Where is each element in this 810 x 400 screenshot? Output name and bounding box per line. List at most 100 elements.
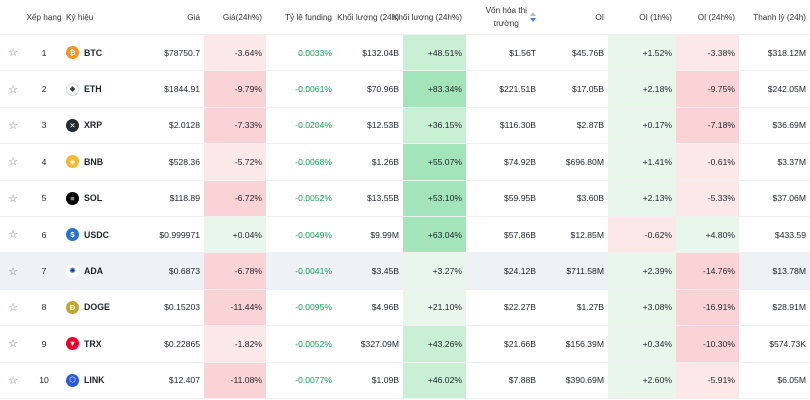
header-market-cap-line1: Vốn hóa thị: [485, 6, 527, 15]
symbol-cell[interactable]: ⬡ LINK: [66, 363, 134, 398]
open-interest-cell: $696.80M: [565, 156, 604, 167]
header-symbol[interactable]: Ký hiệu: [66, 12, 94, 22]
market-cap-cell: $59.95B: [503, 193, 536, 204]
table-row[interactable]: ☆ 2 ◆ ETH $1844.91 -9.79% -0.0061% $70.9…: [0, 71, 810, 108]
liquidation-cell: $574.73K: [769, 338, 806, 349]
favorite-star-icon[interactable]: ☆: [8, 229, 18, 242]
market-cap-cell: $221.51B: [499, 84, 536, 95]
table-row[interactable]: ☆ 6 $ USDC $0.999971 +0.04% -0.0049% $9.…: [0, 216, 810, 254]
price-cell: $118.89: [169, 193, 200, 204]
price-24h-cell: -11.08%: [204, 362, 266, 398]
table-row[interactable]: ☆ 5 ≡ SOL $118.89 -6.72% -0.0052% $13.55…: [0, 180, 810, 217]
symbol-cell[interactable]: $ USDC: [66, 217, 134, 252]
table-row[interactable]: ☆ 8 Ð DOGE $0.15203 -11.44% -0.0095% $4.…: [0, 289, 810, 327]
header-market-cap[interactable]: Vốn hóa thị trường: [466, 0, 540, 34]
oi-1h-cell: -0.62%: [608, 216, 676, 253]
oi-24h-cell: -7.18%: [676, 107, 739, 144]
oi-24h-cell: -5.91%: [676, 362, 739, 398]
price-24h-cell: -7.33%: [204, 107, 266, 144]
oi-1h-cell: +0.34%: [608, 326, 676, 362]
tron-icon: ▼: [66, 337, 79, 351]
table-row[interactable]: ☆ 1 ₿ BTC $78750.7 -3.64% 0.0033% $132.0…: [0, 35, 810, 72]
symbol-label: ADA: [84, 266, 104, 277]
favorite-star-icon[interactable]: ☆: [8, 83, 18, 96]
price-24h-cell: -11.44%: [204, 289, 266, 326]
price-24h-cell: -6.72%: [204, 180, 266, 216]
header-price[interactable]: Giá: [187, 12, 200, 22]
header-liquidation[interactable]: Thanh lý (24h): [753, 12, 806, 22]
volume-pct-cell: +48.51%: [403, 35, 466, 71]
symbol-cell[interactable]: ≡ SOL: [66, 181, 134, 216]
favorite-star-icon[interactable]: ☆: [8, 338, 18, 351]
market-cap-cell: $1.56T: [509, 47, 536, 58]
header-open-interest[interactable]: OI: [595, 12, 604, 22]
symbol-cell[interactable]: ✕ XRP: [66, 108, 134, 143]
price-cell: $0.999971: [159, 229, 200, 240]
volume-pct-cell: +53.10%: [403, 180, 466, 216]
volume-pct-cell: +55.07%: [403, 144, 466, 180]
price-24h-cell: +0.04%: [204, 216, 266, 253]
symbol-cell[interactable]: ₿ BTC: [66, 35, 134, 70]
funding-rate-cell: -0.0041%: [295, 266, 332, 277]
symbol-label: BNB: [84, 156, 104, 167]
favorite-star-icon[interactable]: ☆: [8, 374, 18, 387]
price-cell: $528.36: [168, 156, 200, 167]
price-cell: $1844.91: [164, 84, 200, 95]
table-header: Xếp hạng Ký hiệu Giá Giá(24h%) Tỷ lệ fun…: [0, 0, 810, 35]
symbol-cell[interactable]: ◆ ETH: [66, 71, 134, 106]
header-oi-24h[interactable]: OI (24h%): [697, 12, 735, 22]
table-row[interactable]: ☆ 3 ✕ XRP $2.0128 -7.33% -0.0204% $12.53…: [0, 107, 810, 145]
oi-24h-cell: -16.91%: [676, 289, 739, 326]
oi-1h-cell: +3.08%: [608, 289, 676, 326]
favorite-star-icon[interactable]: ☆: [8, 119, 18, 132]
liquidation-cell: $242.05M: [767, 84, 806, 95]
header-price-24h[interactable]: Giá(24h%): [222, 12, 262, 22]
funding-rate-cell: -0.0095%: [295, 302, 332, 313]
funding-rate-cell: -0.0077%: [295, 375, 332, 386]
symbol-cell[interactable]: ▼ TRX: [66, 326, 134, 361]
cardano-icon: ✺: [66, 264, 79, 278]
header-funding-rate[interactable]: Tỷ lệ funding: [285, 12, 332, 22]
oi-1h-cell: +1.41%: [608, 144, 676, 180]
price-cell: $78750.7: [164, 47, 200, 58]
favorite-star-icon[interactable]: ☆: [8, 156, 18, 169]
volume-cell: $1.26B: [371, 156, 399, 167]
volume-cell: $70.96B: [366, 84, 399, 95]
volume-cell: $3.45B: [371, 266, 399, 277]
favorite-star-icon[interactable]: ☆: [8, 192, 18, 205]
header-rank[interactable]: Xếp hạng: [26, 12, 62, 22]
volume-cell: $13.55B: [366, 193, 399, 204]
symbol-cell[interactable]: ◈ BNB: [66, 144, 134, 179]
table-row[interactable]: ☆ 4 ◈ BNB $528.36 -5.72% -0.0068% $1.26B…: [0, 144, 810, 181]
price-cell: $0.6873: [168, 266, 200, 277]
table-row[interactable]: ☆ 7 ✺ ADA $0.6873 -6.78% -0.0041% $3.45B…: [0, 253, 810, 290]
oi-1h-cell: +2.13%: [608, 180, 676, 216]
open-interest-cell: $711.58M: [566, 266, 604, 277]
liquidation-cell: $318.12M: [767, 47, 806, 58]
symbol-label: USDC: [84, 229, 109, 240]
sort-icon[interactable]: [530, 12, 536, 22]
table-row[interactable]: ☆ 9 ▼ TRX $0.22865 -1.82% -0.0052% $327.…: [0, 326, 810, 363]
header-volume-pct[interactable]: Khối lượng (24h%): [392, 12, 462, 22]
dogecoin-icon: Ð: [66, 300, 79, 314]
favorite-star-icon[interactable]: ☆: [8, 301, 18, 314]
symbol-cell[interactable]: ✺ ADA: [66, 253, 134, 288]
header-volume[interactable]: Khối lượng (24h): [337, 12, 399, 22]
header-oi-1h[interactable]: OI (1h%): [639, 12, 672, 22]
table-row[interactable]: ☆ 10 ⬡ LINK $12.407 -11.08% -0.0077% $1.…: [0, 362, 810, 399]
usdc-icon: $: [66, 228, 79, 242]
open-interest-cell: $3.60B: [576, 193, 604, 204]
price-cell: $0.22865: [164, 338, 200, 349]
oi-1h-cell: +1.52%: [608, 35, 676, 71]
price-cell: $12.407: [168, 375, 200, 386]
favorite-star-icon[interactable]: ☆: [8, 47, 18, 60]
symbol-label: BTC: [84, 47, 103, 58]
oi-24h-cell: -10.30%: [676, 326, 739, 362]
favorite-star-icon[interactable]: ☆: [8, 265, 18, 278]
price-24h-cell: -3.64%: [204, 35, 266, 71]
rank-cell: 1: [41, 47, 47, 58]
price-24h-cell: -6.78%: [204, 253, 266, 289]
symbol-cell[interactable]: Ð DOGE: [66, 290, 134, 325]
open-interest-cell: $45.76B: [571, 47, 604, 58]
liquidation-cell: $28.91M: [772, 302, 806, 313]
